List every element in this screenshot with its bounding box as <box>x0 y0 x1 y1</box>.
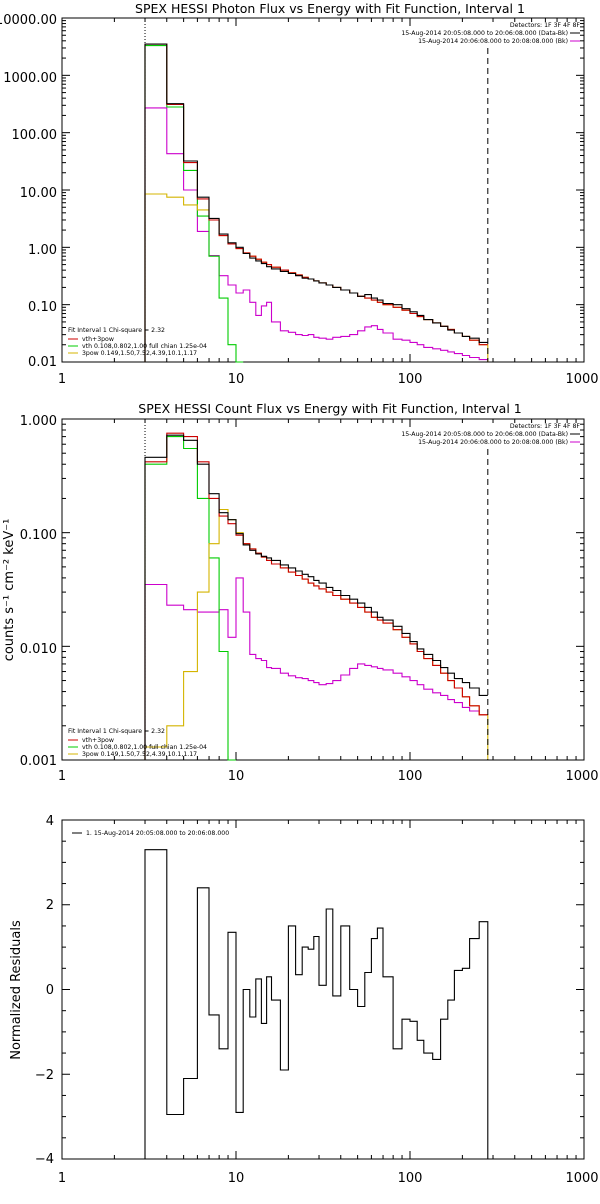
count-time-data-text: 15-Aug-2014 20:05:08.000 to 20:06:08.000… <box>401 431 568 438</box>
photon-x-ticks <box>61 18 585 362</box>
residuals-xtick-label: 100 <box>398 1171 423 1186</box>
count-xtick-label: 10 <box>228 769 245 784</box>
count-legend-header: Fit Interval 1 Chi-square = 2.32 <box>68 728 165 735</box>
count-legend-total-label: vth+3pow <box>82 737 114 744</box>
count-y-ticks <box>62 418 584 761</box>
photon-legend-total-label: vth+3pow <box>82 336 114 343</box>
count-ytick-label: 0.010 <box>20 642 57 657</box>
count-xtick-label: 1 <box>58 769 66 784</box>
photon-xtick-label: 100 <box>398 372 423 387</box>
residuals-ytick-label: 4 <box>46 814 54 829</box>
photon-legend-pow-label: 3pow 0.149,1.50,7.52,4.39,10.1,1.17 <box>82 350 197 357</box>
photon-xtick-label: 1 <box>58 372 66 387</box>
residuals-xtick-label: 1000 <box>565 1171 598 1186</box>
count-series--data-bk- <box>144 434 488 760</box>
count-xtick-label: 100 <box>398 769 423 784</box>
photon-series-vth <box>144 45 244 363</box>
count-ytick-label: 0.001 <box>20 754 57 769</box>
residuals-xtick-label: 10 <box>228 1171 245 1186</box>
residuals-x-ticks <box>61 820 585 1159</box>
photon-plot-frame <box>61 17 585 363</box>
residuals-y-ticks <box>62 819 584 1160</box>
residuals-ytick-label: −4 <box>35 1152 54 1167</box>
photon-detectors-text: Detectors: 1F 3F 4F 8F <box>510 22 581 29</box>
photon-xtick-label: 1000 <box>565 372 598 387</box>
count-series-vth-3pow <box>144 432 488 760</box>
count-ytick-label: 0.100 <box>20 528 57 543</box>
residuals-ytick-label: 2 <box>46 898 54 913</box>
photon-ytick-label: 10.00 <box>20 186 57 201</box>
residuals-series-group <box>144 849 489 1159</box>
photon-y-ticks <box>62 17 584 363</box>
count-panel: SPEX HESSI Count Flux vs Energy with Fit… <box>2 401 599 784</box>
residuals-plot-frame <box>61 819 585 1160</box>
residuals-xtick-label: 1 <box>58 1171 66 1186</box>
photon-ytick-label: 1000.00 <box>3 71 57 86</box>
photon-panel: SPEX HESSI Photon Flux vs Energy with Fi… <box>0 1 599 387</box>
residuals-ytick-label: 0 <box>46 983 54 998</box>
photon-legend-header: Fit Interval 1 Chi-square = 2.32 <box>68 327 165 334</box>
photon-series-vth-3pow <box>144 43 488 362</box>
count-x-ticks <box>61 419 585 760</box>
count-time-bk-text: 15-Aug-2014 20:06:08.000 to 20:08:08.000… <box>418 439 568 446</box>
photon-series-group <box>144 43 489 363</box>
photon-title: SPEX HESSI Photon Flux vs Energy with Fi… <box>135 1 525 16</box>
photon-xtick-label: 10 <box>228 372 245 387</box>
count-series-3pow <box>144 508 489 760</box>
count-plot-frame <box>61 418 585 761</box>
residuals-ytick-label: −2 <box>35 1068 54 1083</box>
count-xtick-label: 1000 <box>565 769 598 784</box>
count-series-vth <box>144 436 236 761</box>
residuals-y-axis-label: Normalized Residuals <box>9 920 24 1060</box>
count-title: SPEX HESSI Count Flux vs Energy with Fit… <box>138 401 521 416</box>
residuals-legend-label: 1. 15-Aug-2014 20:05:08.000 to 20:06:08.… <box>86 830 229 837</box>
count-series--bk- <box>144 577 488 760</box>
photon-ytick-label: 100.00 <box>12 128 58 143</box>
count-ytick-label: 1.000 <box>20 414 57 429</box>
residuals-series-line <box>144 849 489 1159</box>
photon-ytick-label: 10000.00 <box>0 13 57 28</box>
photon-markers <box>144 18 489 362</box>
photon-legend-vth-label: vth 0.108,0.802,1.00 full chian 1.25e-04 <box>82 343 207 350</box>
photon-ytick-label: 0.01 <box>28 355 57 370</box>
count-series-group <box>144 432 489 761</box>
photon-time-data-text: 15-Aug-2014 20:05:08.000 to 20:06:08.000… <box>401 30 568 37</box>
count-markers <box>144 419 489 760</box>
photon-series--bk- <box>144 107 488 362</box>
photon-ytick-label: 0.10 <box>28 300 57 315</box>
count-legend-pow-label: 3pow 0.149,1.50,7.52,4.39,10.1,1.17 <box>82 751 197 758</box>
count-y-axis-label: counts s⁻¹ cm⁻² keV⁻¹ <box>2 519 17 662</box>
count-detectors-text: Detectors: 1F 3F 4F 8F <box>510 423 581 430</box>
photon-ytick-label: 1.00 <box>28 243 57 258</box>
residuals-panel: Normalized Residuals 4 2 0 −2 −4 1 10 10… <box>9 814 599 1186</box>
photon-series--data-bk- <box>144 43 488 362</box>
photon-time-bk-text: 15-Aug-2014 20:06:08.000 to 20:08:08.000… <box>418 38 568 45</box>
count-legend-vth-label: vth 0.108,0.802,1.00 full chian 1.25e-04 <box>82 744 207 751</box>
